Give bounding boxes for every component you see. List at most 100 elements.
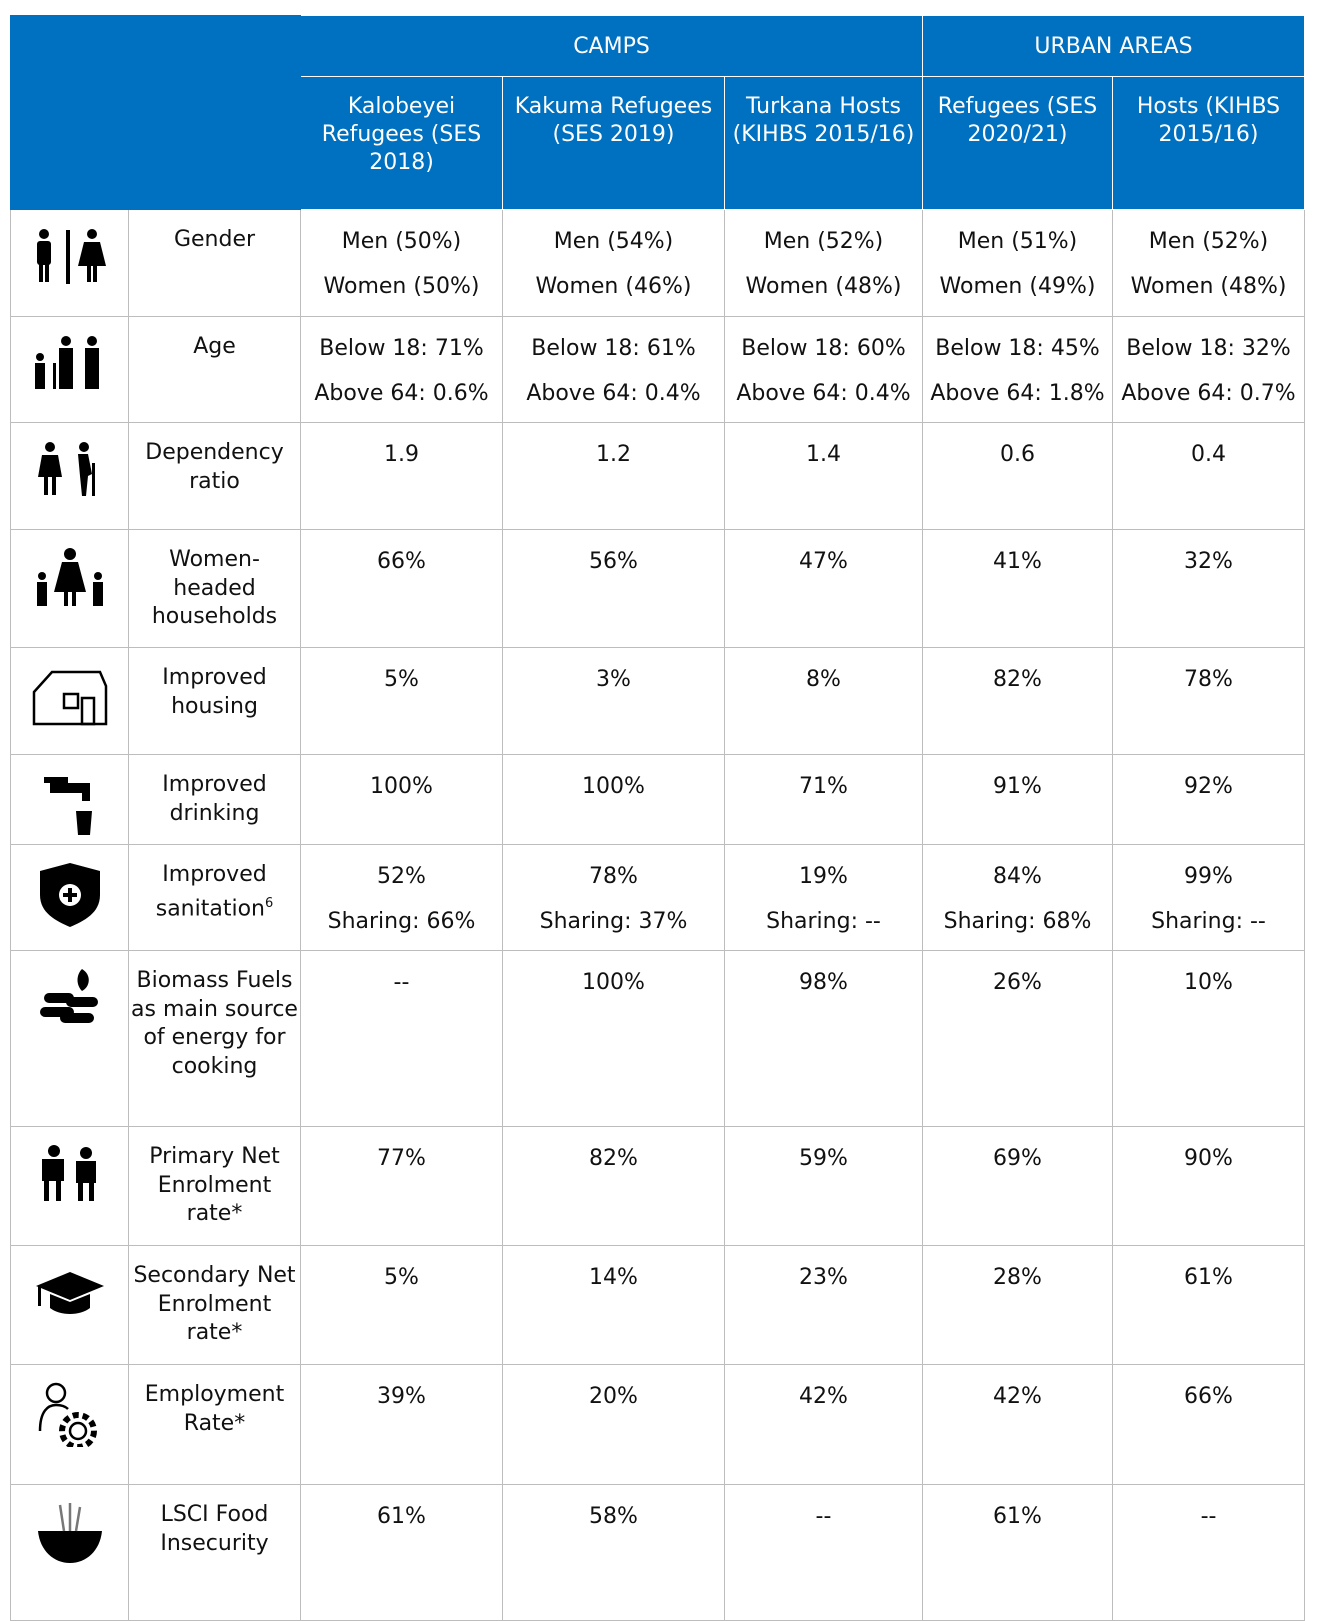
data-cell: 92% (1111, 754, 1306, 845)
data-cell: 98% (724, 950, 923, 1127)
icon-cell (10, 754, 129, 845)
footnote-mark: 6 (264, 895, 274, 911)
data-cell: 3% (502, 647, 725, 755)
data-cell: 14% (502, 1245, 725, 1365)
table-row: LSCI Food Insecurity 61% 58% -- 61% -- (10, 1484, 1306, 1621)
data-cell: Below 18: 61% Above 64: 0.4% (502, 316, 725, 423)
row-label-text: Improved drinking (162, 772, 267, 826)
column-header: Kakuma Refugees (SES 2019) (502, 76, 725, 210)
row-label: Women-headed households (128, 529, 301, 648)
data-cell: Below 18: 71% Above 64: 0.6% (300, 316, 503, 423)
data-cell: 66% (300, 529, 503, 648)
cell-line: 3% (596, 667, 631, 692)
cell-line: Below 18: 60% (741, 336, 906, 361)
data-cell: 0.4 (1111, 422, 1306, 530)
icon-cell (10, 647, 129, 755)
cell-line: 5% (384, 1265, 419, 1290)
row-icon (38, 1382, 97, 1450)
cell-line: 32% (1184, 549, 1233, 574)
cell-line: Sharing: 66% (327, 909, 476, 934)
cell-line: 1.9 (384, 442, 419, 467)
row-label: Biomass Fuels as main source of energy f… (128, 950, 301, 1127)
cell-line: 66% (377, 549, 426, 574)
table-row: Gender Men (50%) Women (50%) Men (54%) Women… (10, 209, 1306, 317)
row-label-text: Age (193, 334, 236, 359)
row-label: Employment Rate* (128, 1364, 301, 1485)
data-cell: 20% (502, 1364, 725, 1485)
cell-line: Women (48%) (745, 274, 902, 299)
table-row: Improved sanitation6 52% Sharing: 66% 78% Sh… (10, 844, 1306, 951)
data-cell: 84% Sharing: 68% (922, 844, 1113, 951)
table-wrap: CAMPS URBAN AREAS Kalobeyei Refugees (SES … (10, 15, 1306, 1621)
table: CAMPS URBAN AREAS Kalobeyei Refugees (SES … (10, 15, 1306, 1621)
cell-line: 92% (1184, 774, 1233, 799)
row-icon (39, 969, 98, 1023)
cell-line: Sharing: -- (766, 909, 881, 934)
data-cell: 5% (300, 647, 503, 755)
data-cell: 0.6 (922, 422, 1113, 530)
cell-line: 19% (799, 864, 848, 889)
group-header: URBAN AREAS (921, 15, 1306, 77)
data-cell: 28% (922, 1245, 1113, 1365)
row-label: LSCI Food Insecurity (128, 1484, 301, 1621)
data-cell: 78% (1111, 647, 1306, 755)
cell-line: 58% (589, 1504, 638, 1529)
cell-line: 14% (589, 1265, 638, 1290)
data-cell: 10% (1111, 950, 1306, 1127)
data-cell: 77% (300, 1126, 503, 1246)
cell-line: 61% (993, 1504, 1042, 1529)
data-cell: Men (52%) Women (48%) (1111, 209, 1306, 317)
data-cell: 47% (724, 529, 923, 648)
data-cell: 69% (922, 1126, 1113, 1246)
cell-line: 90% (1184, 1146, 1233, 1171)
data-cell: 26% (922, 950, 1113, 1127)
row-icon (36, 548, 103, 606)
table-row: Biomass Fuels as main source of energy f… (10, 950, 1306, 1127)
data-cell: Men (52%) Women (48%) (724, 209, 923, 317)
cell-line: 39% (377, 1384, 426, 1409)
cell-line: 52% (377, 864, 426, 889)
cell-line: 99% (1184, 864, 1233, 889)
table-row: Improved housing 5% 3% 8% 82% 78% (10, 647, 1306, 755)
column-header: Refugees (SES 2020/21) (922, 76, 1113, 210)
row-label-text: Dependency ratio (145, 440, 284, 494)
cell-line: Below 18: 61% (531, 336, 696, 361)
cell-line: 1.2 (596, 442, 631, 467)
row-label-text: LSCI Food Insecurity (160, 1502, 269, 1556)
cell-line: 20% (589, 1384, 638, 1409)
table-body: Gender Men (50%) Women (50%) Men (54%) Women… (10, 209, 1306, 1621)
data-cell: 100% (502, 754, 725, 845)
row-label: Dependency ratio (128, 422, 301, 530)
data-cell: 23% (724, 1245, 923, 1365)
data-cell: 100% (502, 950, 725, 1127)
cell-line: 26% (993, 970, 1042, 995)
icon-cell (10, 209, 129, 317)
cell-line: 98% (799, 970, 848, 995)
row-label: Secondary Net Enrolment rate* (128, 1245, 301, 1365)
icon-cell (10, 950, 129, 1127)
cell-line: 42% (993, 1384, 1042, 1409)
cell-line: 78% (1184, 667, 1233, 692)
cell-line: 100% (582, 774, 645, 799)
row-icon (43, 777, 92, 835)
cell-line: 8% (806, 667, 841, 692)
cell-line: -- (1200, 1504, 1217, 1529)
row-label: Improved drinking (128, 754, 301, 845)
cell-line: -- (815, 1504, 832, 1529)
cell-line: 84% (993, 864, 1042, 889)
data-cell: Men (54%) Women (46%) (502, 209, 725, 317)
column-header: Turkana Hosts (KIHBS 2015/16) (724, 76, 923, 210)
cell-line: 47% (799, 549, 848, 574)
row-icon (37, 442, 95, 496)
cell-line: Men (51%) (957, 229, 1078, 254)
header-blank (10, 15, 301, 210)
icon-cell (10, 529, 129, 648)
data-cell: 41% (922, 529, 1113, 648)
row-icon (36, 229, 106, 284)
cell-line: 0.6 (1000, 442, 1035, 467)
cell-line: Sharing: -- (1151, 909, 1266, 934)
row-label: Improved sanitation6 (128, 844, 301, 951)
data-cell: Below 18: 32% Above 64: 0.7% (1111, 316, 1306, 423)
data-cell: -- (300, 950, 503, 1127)
